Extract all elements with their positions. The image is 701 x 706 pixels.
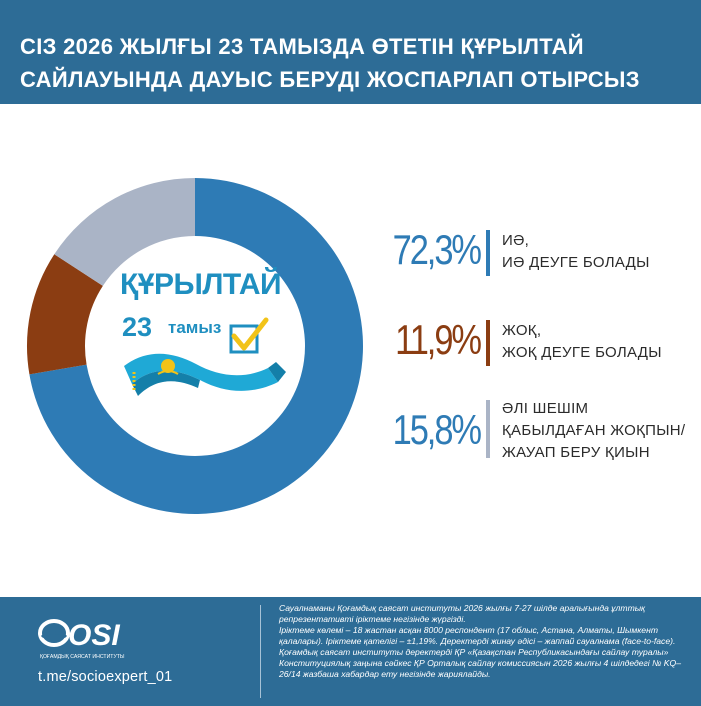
footer-divider: [260, 605, 261, 698]
footer-banner: OSI ҚОҒАМДЫҚ САЯСАТ ИНСТИТУТЫ t.me/socio…: [0, 597, 701, 706]
donut-slice-undecided: [54, 178, 195, 286]
kurultai-logo: ҚҰРЫЛТАЙ 23 тамыз: [118, 268, 288, 418]
legend-value-no: 11,9%: [395, 316, 482, 363]
page-title: СІЗ 2026 ЖЫЛҒЫ 23 ТАМЫЗДА ӨТЕТІН ҚҰРЫЛТА…: [20, 34, 640, 125]
logo-date-month: тамыз: [168, 318, 222, 337]
flag-ribbon-icon: [124, 317, 286, 396]
legend-label-no: ЖОҚ, ЖОҚ ДЕУГЕ БОЛАДЫ: [502, 322, 662, 361]
donut-slice-no: [26, 254, 103, 375]
legend-label-yes: ИӘ, ИӘ ДЕУГЕ БОЛАДЫ: [502, 232, 650, 271]
donut-chart-svg: [26, 178, 364, 514]
legend-bar-yes: [486, 230, 490, 276]
donut-chart: [25, 150, 365, 542]
methodology-note: Сауалнаманы Қоғамдық саясат институты 20…: [279, 603, 695, 680]
donut-slice-yes: [29, 178, 364, 514]
telegram-link[interactable]: t.me/socioexpert_01: [38, 669, 173, 685]
legend-value-yes: 72,3%: [392, 226, 482, 273]
legend-label-undecided: ӘЛІ ШЕШІМ ҚАБЫЛДАҒАН ЖОҚПЫН/ ЖАУАП БЕРУ …: [502, 400, 686, 461]
methodology-note-line: Қоғамдық саясат институты деректерді ҚР …: [279, 647, 681, 679]
logo-title: ҚҰРЫЛТАЙ: [120, 268, 282, 301]
legend-bar-undecided: [486, 400, 490, 458]
legend-value-undecided: 15,8%: [392, 406, 482, 453]
logo-date-number: 23: [122, 312, 153, 342]
chart-legend: 72,3% ИӘ, ИӘ ДЕУГЕ БОЛАДЫ 11,9% ЖОҚ, ЖОҚ…: [370, 0, 701, 600]
legend-bar-no: [486, 320, 490, 366]
footer-brand-subtitle: ҚОҒАМДЫҚ САЯСАТ ИНСТИТУТЫ: [40, 654, 125, 660]
header-banner: СІЗ 2026 ЖЫЛҒЫ 23 ТАМЫЗДА ӨТЕТІН ҚҰРЫЛТА…: [0, 0, 701, 125]
footer-brand: OSI: [68, 619, 120, 652]
methodology-note-line: Іріктеме көлемі – 18 жастан асқан 8000 р…: [279, 625, 676, 646]
methodology-note-line: Сауалнаманы Қоғамдық саясат институты 20…: [279, 603, 646, 624]
osi-logo-icon: OSI ҚОҒАМДЫҚ САЯСАТ ИНСТИТУТЫ: [38, 619, 125, 660]
